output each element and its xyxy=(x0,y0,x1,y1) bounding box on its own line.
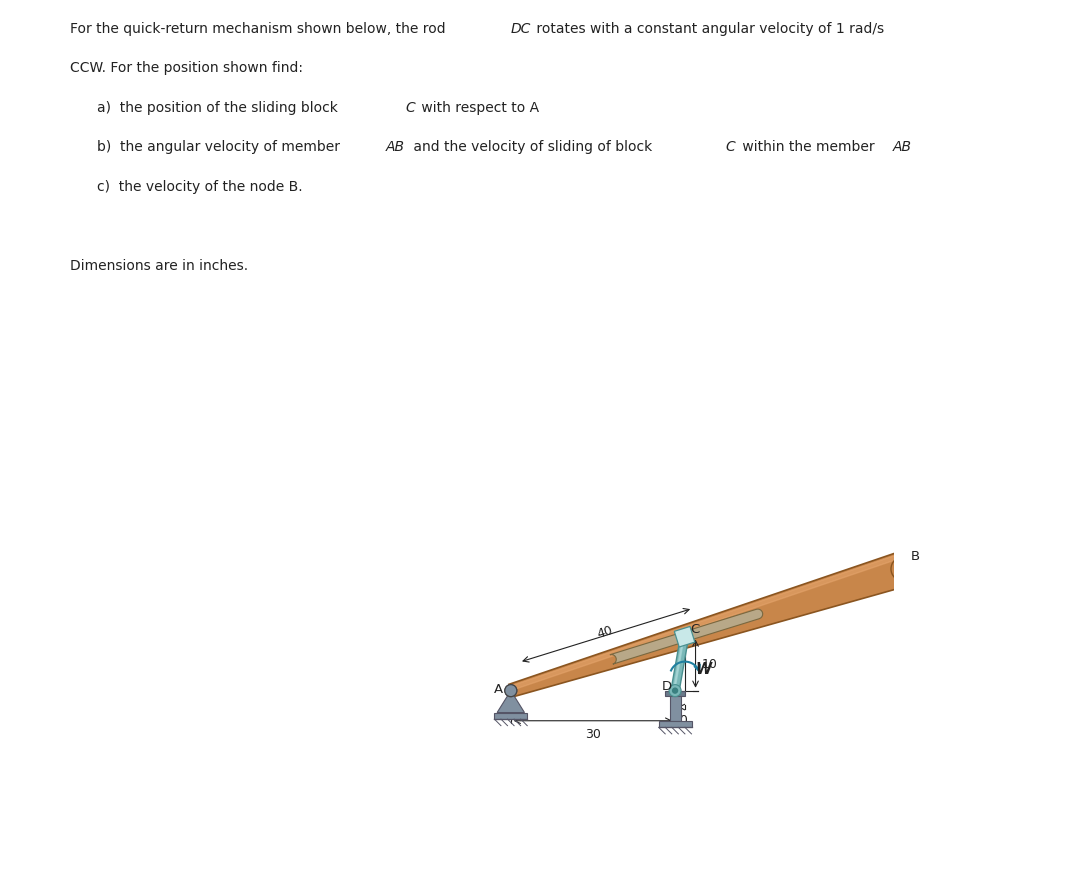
Text: with respect to A: with respect to A xyxy=(417,101,539,115)
Text: DC: DC xyxy=(511,22,531,36)
Text: A: A xyxy=(495,682,503,695)
Text: C: C xyxy=(726,140,735,154)
Text: W: W xyxy=(696,661,712,676)
Text: c)  the velocity of the node B.: c) the velocity of the node B. xyxy=(97,180,302,194)
Text: AB: AB xyxy=(893,140,913,154)
Text: and the velocity of sliding of block: and the velocity of sliding of block xyxy=(409,140,657,154)
Text: AB: AB xyxy=(386,140,405,154)
Circle shape xyxy=(504,685,517,697)
Polygon shape xyxy=(671,637,689,692)
Text: b)  the angular velocity of member: b) the angular velocity of member xyxy=(97,140,345,154)
Bar xyxy=(495,713,527,719)
Text: D: D xyxy=(661,679,672,692)
Text: C: C xyxy=(690,623,700,636)
Bar xyxy=(670,691,680,721)
Polygon shape xyxy=(674,638,684,689)
Polygon shape xyxy=(610,610,762,665)
Polygon shape xyxy=(509,553,908,697)
Text: CCW. For the position shown find:: CCW. For the position shown find: xyxy=(70,61,303,75)
Polygon shape xyxy=(510,554,900,691)
Text: a)  the position of the sliding block: a) the position of the sliding block xyxy=(97,101,342,115)
Text: C: C xyxy=(405,101,415,115)
Text: For the quick-return mechanism shown below, the rod: For the quick-return mechanism shown bel… xyxy=(70,22,450,36)
Text: Dimensions are in inches.: Dimensions are in inches. xyxy=(70,259,248,273)
Text: 30: 30 xyxy=(585,728,600,740)
Text: 40: 40 xyxy=(595,623,615,640)
Text: within the member: within the member xyxy=(738,140,879,154)
Circle shape xyxy=(891,557,915,581)
Bar xyxy=(659,721,691,728)
Circle shape xyxy=(897,563,909,575)
Text: rotates with a constant angular velocity of 1 rad/s: rotates with a constant angular velocity… xyxy=(532,22,885,36)
Circle shape xyxy=(673,688,677,694)
Text: 60: 60 xyxy=(672,713,688,725)
Polygon shape xyxy=(674,627,694,647)
Polygon shape xyxy=(497,691,525,713)
Circle shape xyxy=(508,688,514,694)
Circle shape xyxy=(504,685,517,697)
Text: B: B xyxy=(912,550,920,562)
Bar xyxy=(665,691,685,696)
Text: 10: 10 xyxy=(702,658,718,670)
Circle shape xyxy=(669,685,681,697)
